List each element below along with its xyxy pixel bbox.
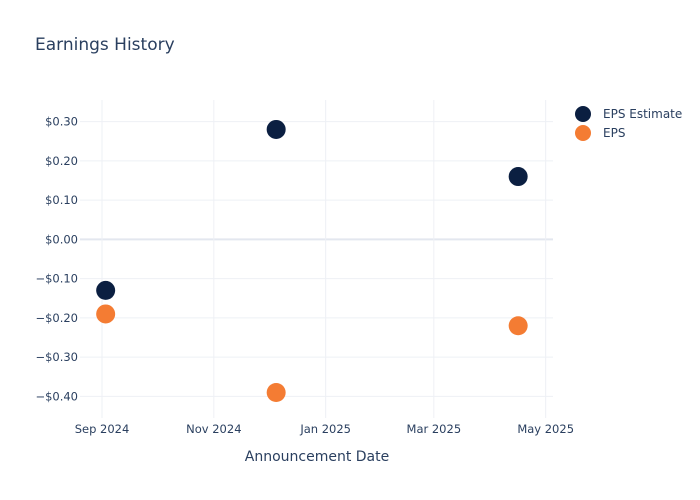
y-tick-label: $0.10 xyxy=(45,193,78,207)
y-tick-label: −$0.30 xyxy=(35,350,78,364)
x-tick-label: Jan 2025 xyxy=(299,422,351,436)
legend-label: EPS Estimate xyxy=(603,107,682,121)
chart-title: Earnings History xyxy=(35,35,175,55)
eps-estimate-point[interactable] xyxy=(266,119,286,139)
eps-point[interactable] xyxy=(508,316,528,336)
x-axis-ticks: Sep 2024 Nov 2024 Jan 2025 Mar 2025 May 2025 xyxy=(75,422,574,436)
x-axis-title: Announcement Date xyxy=(245,449,389,465)
eps-point[interactable] xyxy=(96,304,116,324)
y-tick-label: $0.00 xyxy=(45,232,78,246)
eps-estimate-point[interactable] xyxy=(508,167,528,187)
y-tick-label: −$0.40 xyxy=(35,389,78,403)
x-tick-label: Mar 2025 xyxy=(407,422,462,436)
eps-estimate-point[interactable] xyxy=(96,280,116,300)
legend-item-eps[interactable]: EPS xyxy=(575,125,625,141)
y-tick-label: −$0.20 xyxy=(35,311,78,325)
legend-item-eps-estimate[interactable]: EPS Estimate xyxy=(575,106,682,122)
y-tick-label: −$0.10 xyxy=(35,272,78,286)
x-tick-label: Nov 2024 xyxy=(186,422,241,436)
x-tick-label: Sep 2024 xyxy=(75,422,130,436)
legend[interactable]: EPS Estimate EPS xyxy=(575,106,682,141)
y-axis-ticks: $0.30 $0.20 $0.10 $0.00 −$0.10 −$0.20 −$0.30 −$… xyxy=(35,115,78,404)
legend-marker xyxy=(575,125,591,141)
x-tick-label: May 2025 xyxy=(517,422,574,436)
eps-point[interactable] xyxy=(266,382,286,402)
legend-marker xyxy=(575,106,591,122)
grid xyxy=(80,100,553,418)
data-points xyxy=(96,119,528,402)
y-tick-label: $0.20 xyxy=(45,154,78,168)
y-tick-label: $0.30 xyxy=(45,115,78,129)
legend-label: EPS xyxy=(603,126,625,140)
